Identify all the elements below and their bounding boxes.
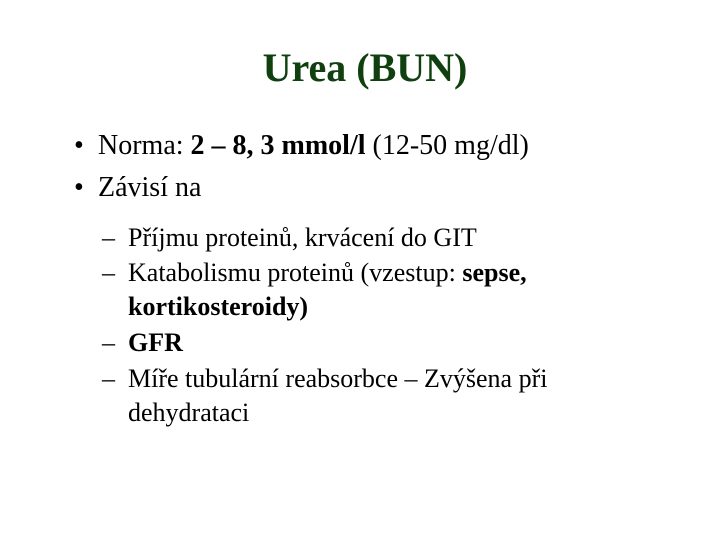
bullet-norma: Norma: 2 – 8, 3 mmol/l (12-50 mg/dl): [70, 127, 660, 165]
bullet-norma-suffix: (12-50 mg/dl): [366, 130, 529, 161]
sub-prijmu: Příjmu proteinů, krvácení do GIT: [102, 221, 660, 255]
bullet-zavisi-text: Závisí na: [98, 172, 201, 203]
bullet-norma-value: 2 – 8, 3 mmol/l: [191, 130, 366, 161]
bullet-zavisi: Závisí na Příjmu proteinů, krvácení do G…: [70, 169, 660, 430]
sub-mire: Míře tubulární reabsorbce – Zvýšena při …: [102, 362, 660, 430]
sub-katabolismu-prefix: Katabolismu proteinů (vzestup:: [128, 258, 462, 287]
sub-katabolismu: Katabolismu proteinů (vzestup: sepse, ko…: [102, 256, 660, 324]
sub-gfr: GFR: [102, 326, 660, 360]
bullet-norma-prefix: Norma:: [98, 130, 191, 161]
main-bullet-list: Norma: 2 – 8, 3 mmol/l (12-50 mg/dl) Záv…: [70, 127, 660, 429]
sub-list: Příjmu proteinů, krvácení do GIT Katabol…: [102, 221, 660, 430]
sub-gfr-text: GFR: [128, 328, 183, 357]
slide-title: Urea (BUN): [70, 44, 660, 91]
